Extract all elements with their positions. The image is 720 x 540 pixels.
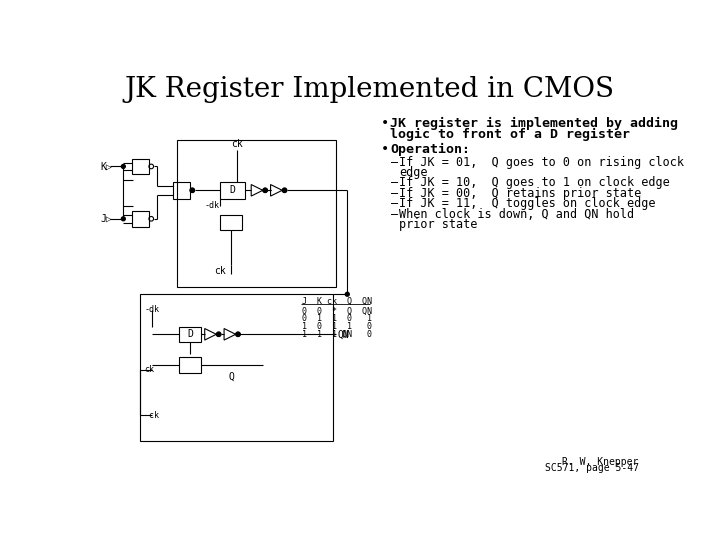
Text: If JK = 00,  Q retains prior state: If JK = 00, Q retains prior state bbox=[399, 187, 642, 200]
Circle shape bbox=[282, 188, 287, 192]
Text: 1  0  1  1   0: 1 0 1 1 0 bbox=[302, 322, 372, 331]
Bar bbox=[220, 182, 245, 199]
Text: -dk: -dk bbox=[204, 201, 220, 210]
Text: prior state: prior state bbox=[399, 218, 477, 231]
Text: •: • bbox=[381, 143, 389, 157]
Bar bbox=[173, 182, 190, 199]
Text: JK Register Implemented in CMOS: JK Register Implemented in CMOS bbox=[124, 76, 614, 103]
Bar bbox=[179, 357, 201, 373]
Circle shape bbox=[190, 188, 194, 192]
Text: Operation:: Operation: bbox=[390, 143, 470, 157]
Circle shape bbox=[122, 217, 125, 221]
Text: edge: edge bbox=[399, 166, 428, 179]
Text: J▷: J▷ bbox=[100, 214, 112, 224]
Bar bbox=[177, 140, 336, 287]
Text: If JK = 11,  Q toggles on clock edge: If JK = 11, Q toggles on clock edge bbox=[399, 197, 656, 210]
Text: -ck: -ck bbox=[144, 410, 159, 420]
Circle shape bbox=[264, 188, 267, 192]
Text: –: – bbox=[392, 208, 399, 221]
Text: ck: ck bbox=[215, 266, 226, 276]
Circle shape bbox=[122, 165, 125, 168]
Circle shape bbox=[346, 292, 349, 296]
Bar bbox=[132, 211, 149, 226]
Bar bbox=[220, 215, 242, 231]
Text: –: – bbox=[392, 177, 399, 190]
Circle shape bbox=[236, 333, 240, 336]
Text: K▷: K▷ bbox=[100, 161, 112, 171]
Text: Q: Q bbox=[229, 372, 235, 381]
Text: –: – bbox=[392, 187, 399, 200]
Text: J  K ck  Q  QN: J K ck Q QN bbox=[302, 298, 372, 306]
Text: QN: QN bbox=[338, 329, 350, 339]
Bar bbox=[140, 294, 333, 441]
Text: •: • bbox=[381, 117, 389, 131]
Text: If JK = 01,  Q goes to 0 on rising clock: If JK = 01, Q goes to 0 on rising clock bbox=[399, 156, 684, 168]
Bar bbox=[179, 327, 201, 342]
Text: If JK = 10,  Q goes to 1 on clock edge: If JK = 10, Q goes to 1 on clock edge bbox=[399, 177, 670, 190]
Text: 0  1  1  0   1: 0 1 1 0 1 bbox=[302, 314, 372, 323]
Text: logic to front of a D register: logic to front of a D register bbox=[390, 128, 630, 141]
Text: D: D bbox=[230, 185, 235, 195]
Bar bbox=[132, 159, 149, 174]
Text: ck: ck bbox=[231, 139, 243, 149]
Text: SC571, page 5-47: SC571, page 5-47 bbox=[545, 463, 639, 473]
Text: ck: ck bbox=[144, 365, 154, 374]
Text: 1  1  1 QN   0: 1 1 1 QN 0 bbox=[302, 330, 372, 339]
Text: 0  0  *  Q  QN: 0 0 * Q QN bbox=[302, 307, 372, 315]
Text: D: D bbox=[187, 329, 193, 339]
Circle shape bbox=[217, 333, 220, 336]
Text: –: – bbox=[392, 156, 399, 168]
Text: –: – bbox=[392, 197, 399, 210]
Text: R. W. Knepper: R. W. Knepper bbox=[562, 457, 639, 467]
Text: JK register is implemented by adding: JK register is implemented by adding bbox=[390, 117, 678, 130]
Text: When clock is down, Q and QN hold: When clock is down, Q and QN hold bbox=[399, 208, 634, 221]
Text: -dk: -dk bbox=[144, 305, 159, 314]
